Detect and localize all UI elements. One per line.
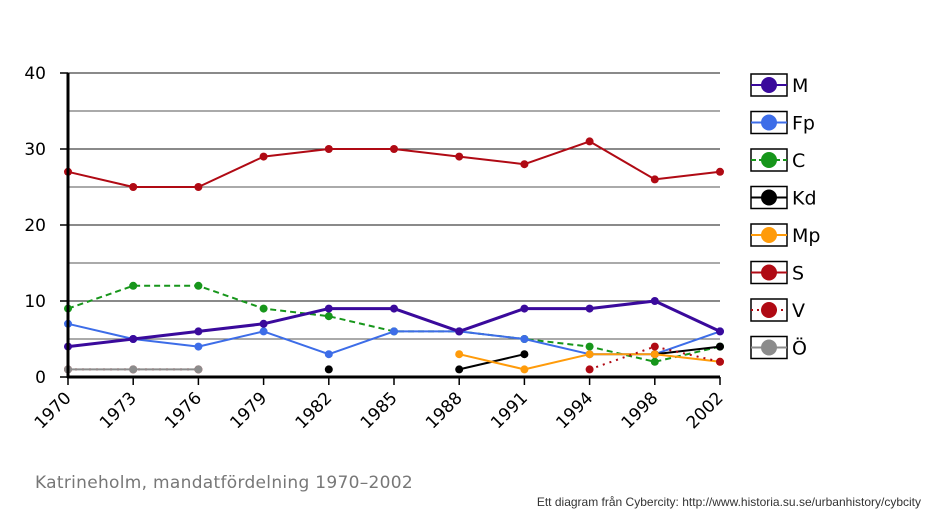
series-lines: [64, 137, 724, 374]
x-tick-label: 2002: [683, 388, 728, 433]
data-point: [129, 365, 138, 374]
y-tick-label: 30: [24, 140, 46, 160]
series-line: [67, 284, 721, 363]
x-tick-label: 1988: [422, 388, 467, 433]
data-point: [194, 327, 203, 336]
legend-label: C: [792, 150, 805, 172]
legend-label: S: [792, 263, 804, 285]
credit-line: Ett diagram från Cybercity: http://www.h…: [536, 495, 921, 509]
data-point: [194, 281, 203, 290]
x-tick-label: 1982: [292, 388, 337, 433]
data-point: [129, 183, 138, 191]
data-point: [259, 304, 268, 313]
legend-item-M: M: [750, 73, 808, 97]
legend-item-Mp: Mp: [750, 223, 820, 247]
data-point: [259, 152, 268, 161]
legend-label: Mp: [792, 225, 820, 247]
x-tick-label: 1973: [96, 388, 141, 433]
data-point: [194, 365, 203, 374]
series-Ö: [64, 365, 203, 374]
series-S: [64, 137, 724, 191]
data-point: [650, 350, 659, 359]
data-point: [455, 350, 464, 359]
data-point: [585, 342, 594, 351]
legend-item-Kd: Kd: [750, 185, 817, 210]
data-point: [585, 365, 594, 374]
x-tick-label: 1970: [31, 388, 76, 433]
legend-marker: [761, 189, 777, 206]
legend-label: Kd: [792, 188, 817, 210]
data-point: [324, 304, 333, 313]
x-tick-label: 1991: [487, 388, 532, 433]
data-point: [650, 357, 659, 366]
data-point: [520, 160, 529, 169]
data-point: [390, 327, 398, 336]
legend-marker: [761, 264, 777, 281]
data-point: [650, 297, 659, 305]
legend-marker: [761, 152, 777, 168]
data-point: [520, 365, 529, 374]
series-C: [64, 281, 724, 366]
data-point: [585, 137, 594, 146]
legend-marker: [761, 339, 777, 356]
data-point: [455, 365, 464, 374]
grid-lines: [68, 72, 720, 340]
data-point: [390, 145, 398, 153]
data-point: [324, 312, 333, 321]
x-tick-label: 1979: [226, 388, 271, 433]
data-point: [259, 327, 268, 336]
series-M: [64, 297, 724, 351]
y-tick-label: 10: [24, 292, 46, 312]
axes: 0 10 20 30 40 1970 1973 1976 1979 1982 1985 1988 199…: [24, 64, 727, 433]
chart-caption: Katrineholm, mandatfördelning 1970–2002: [35, 473, 414, 493]
legend-item-Ö: Ö: [750, 335, 807, 360]
legend-item-S: S: [750, 260, 804, 285]
data-point: [585, 350, 594, 359]
legend-label: Ö: [792, 337, 807, 360]
legend-item-Fp: Fp: [750, 110, 815, 135]
legend-item-V: V: [750, 298, 805, 322]
data-point: [716, 327, 724, 336]
y-tick-label: 40: [24, 64, 46, 84]
x-tick-label: 1976: [161, 388, 206, 433]
data-point: [650, 342, 659, 351]
data-point: [324, 145, 333, 153]
data-point: [194, 342, 203, 351]
data-point: [520, 350, 529, 359]
data-point: [390, 304, 398, 313]
data-point: [455, 152, 464, 161]
data-point: [129, 335, 138, 343]
x-tick-label: 1985: [357, 388, 402, 433]
legend-marker: [761, 227, 777, 243]
x-tick-label: 1998: [618, 388, 663, 433]
data-point: [324, 350, 333, 359]
y-tick-label: 20: [24, 216, 46, 236]
series-line: [589, 345, 721, 371]
y-tick-label: 0: [35, 368, 46, 388]
data-point: [129, 281, 138, 290]
data-point: [455, 327, 464, 336]
legend-label: Fp: [792, 113, 815, 135]
legend-marker: [761, 114, 777, 131]
data-point: [324, 365, 333, 374]
data-point: [194, 183, 203, 191]
data-point: [716, 342, 724, 351]
legend-label: V: [792, 300, 805, 322]
data-point: [650, 175, 659, 184]
x-tick-label: 1994: [552, 388, 597, 433]
legend-label: M: [792, 75, 808, 97]
data-point: [520, 335, 529, 343]
data-point: [259, 319, 268, 328]
data-point: [520, 304, 529, 313]
data-point: [716, 167, 724, 176]
legend-marker: [761, 302, 777, 318]
series-line: [654, 345, 721, 356]
legend: M Fp C Kd Mp SVÖ: [750, 73, 820, 360]
data-point: [585, 304, 594, 313]
data-point: [716, 357, 724, 366]
legend-item-C: C: [750, 148, 805, 172]
legend-marker: [761, 77, 777, 93]
